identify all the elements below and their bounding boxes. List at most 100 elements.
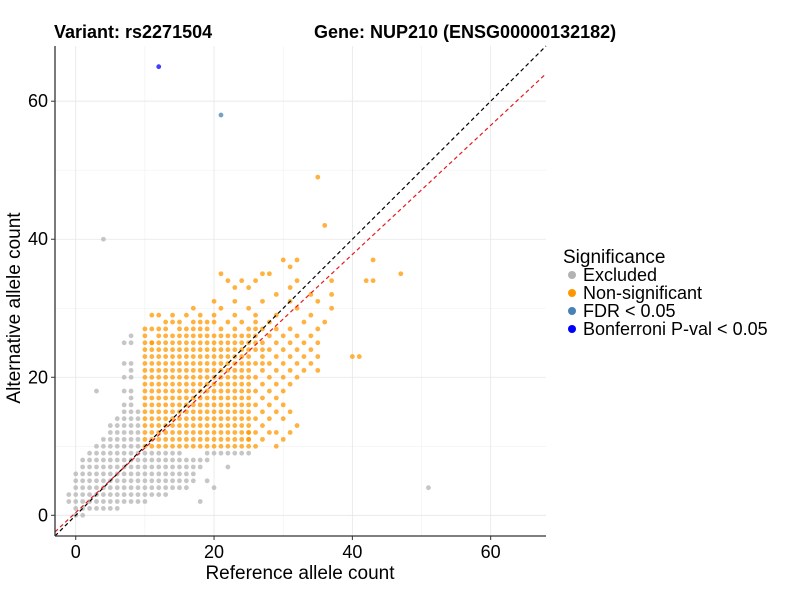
point-excluded [114, 457, 120, 463]
point-non-significant [204, 326, 210, 332]
point-excluded [128, 436, 134, 442]
point-non-significant [246, 285, 252, 290]
point-non-significant [197, 312, 203, 318]
point-excluded [121, 478, 127, 484]
point-non-significant [266, 333, 272, 339]
point-non-significant [253, 319, 258, 325]
point-excluded [80, 512, 86, 518]
point-excluded [101, 505, 106, 511]
point-excluded [183, 464, 189, 470]
point-non-significant [260, 423, 265, 428]
point-non-significant [183, 312, 189, 318]
point-non-significant [197, 402, 203, 408]
point-non-significant [142, 409, 148, 415]
point-non-significant [273, 292, 279, 297]
point-non-significant [225, 416, 231, 422]
point-excluded [170, 471, 175, 477]
point-non-significant [183, 326, 189, 332]
point-non-significant [301, 354, 307, 359]
point-non-significant [163, 402, 169, 408]
point-non-significant [246, 374, 252, 380]
point-non-significant [197, 333, 203, 339]
point-non-significant [211, 423, 217, 428]
point-excluded [101, 236, 106, 242]
point-non-significant [170, 374, 175, 380]
point-non-significant [149, 361, 155, 366]
point-non-significant [315, 354, 321, 359]
point-excluded [128, 367, 134, 373]
point-non-significant [211, 354, 217, 359]
point-non-significant [211, 436, 217, 442]
point-non-significant [294, 333, 300, 339]
point-excluded [128, 402, 134, 408]
point-non-significant [260, 347, 265, 353]
point-non-significant [273, 430, 279, 435]
point-non-significant [294, 347, 300, 353]
point-non-significant [149, 402, 155, 408]
point-non-significant [246, 326, 252, 332]
point-non-significant [280, 388, 286, 394]
point-excluded [225, 464, 231, 470]
point-non-significant [163, 443, 169, 449]
point-non-significant [232, 347, 238, 353]
point-excluded [163, 471, 169, 477]
point-non-significant [294, 257, 300, 263]
y-tick-label: 0 [38, 505, 48, 525]
point-non-significant [329, 305, 335, 311]
point-excluded [94, 505, 99, 511]
point-non-significant [329, 278, 335, 284]
point-excluded [128, 443, 134, 449]
point-non-significant [211, 333, 217, 339]
point-non-significant [177, 381, 182, 387]
point-non-significant [225, 395, 231, 401]
point-non-significant [197, 326, 203, 332]
point-non-significant [246, 436, 252, 442]
point-non-significant [280, 361, 286, 366]
point-non-significant [142, 354, 148, 359]
point-excluded [121, 436, 127, 442]
point-excluded [94, 457, 99, 463]
point-excluded [128, 423, 134, 428]
point-excluded [163, 478, 169, 484]
point-excluded [80, 499, 86, 504]
point-excluded [114, 499, 120, 504]
point-excluded [170, 464, 175, 470]
point-excluded [149, 492, 155, 497]
point-non-significant [239, 367, 245, 373]
point-non-significant [190, 333, 196, 339]
point-non-significant [253, 361, 258, 366]
point-non-significant [211, 347, 217, 353]
point-excluded [177, 471, 182, 477]
title-variant: Variant: rs2271504 [54, 22, 212, 42]
point-non-significant [211, 340, 217, 346]
point-non-significant [218, 347, 224, 353]
point-excluded [183, 478, 189, 484]
point-non-significant [197, 443, 203, 449]
point-excluded [128, 450, 134, 456]
point-non-significant [170, 381, 175, 387]
point-excluded [114, 443, 120, 449]
point-non-significant [177, 402, 182, 408]
point-non-significant [239, 416, 245, 422]
point-non-significant [211, 395, 217, 401]
x-tick-label: 40 [342, 542, 362, 562]
point-non-significant [232, 298, 238, 304]
legend-key-non-significant [568, 289, 576, 297]
point-non-significant [197, 319, 203, 325]
point-excluded [87, 505, 92, 511]
point-non-significant [170, 312, 175, 318]
point-non-significant [156, 326, 162, 332]
point-non-significant [142, 333, 148, 339]
point-non-significant [177, 367, 182, 373]
point-excluded [121, 409, 127, 415]
point-non-significant [177, 423, 182, 428]
point-non-significant [232, 409, 238, 415]
point-excluded [121, 340, 127, 346]
point-non-significant [183, 354, 189, 359]
point-non-significant [225, 278, 231, 284]
point-non-significant [273, 367, 279, 373]
reference-lines [54, 45, 547, 537]
point-non-significant [260, 361, 265, 366]
point-non-significant [349, 354, 355, 359]
point-non-significant [225, 347, 231, 353]
